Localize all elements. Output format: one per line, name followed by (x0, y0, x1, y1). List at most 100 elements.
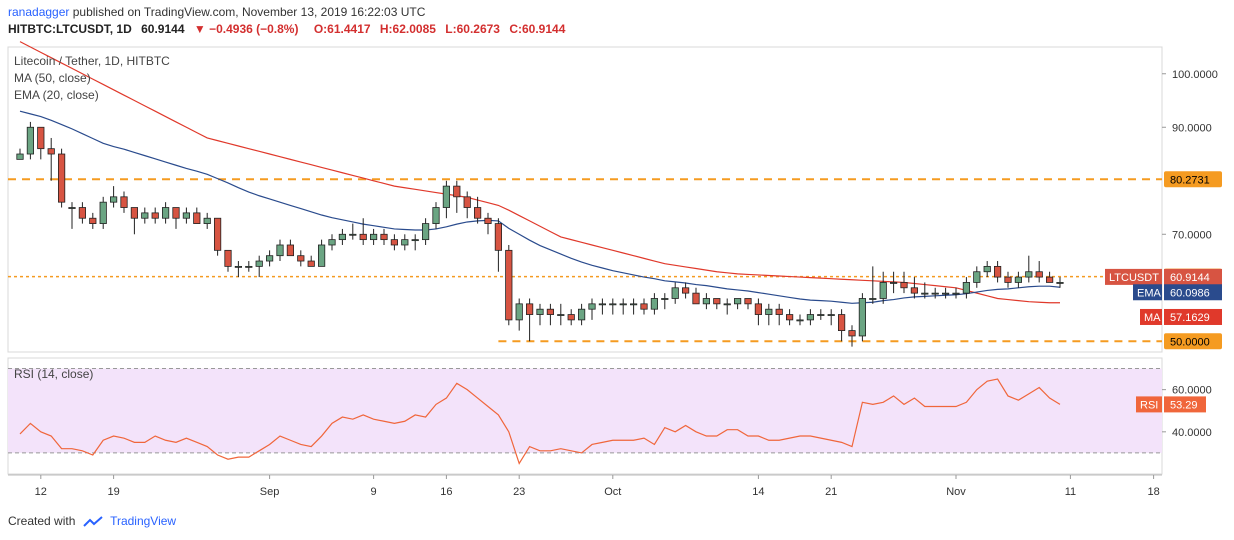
candle-body[interactable] (827, 314, 835, 316)
candle-body[interactable] (484, 217, 492, 224)
candle-body[interactable] (380, 233, 388, 241)
candle-body[interactable] (182, 212, 190, 219)
candle-body[interactable] (786, 314, 794, 321)
candle-body[interactable] (838, 314, 846, 331)
candle-body[interactable] (432, 207, 440, 224)
candle-body[interactable] (255, 260, 263, 267)
candle-body[interactable] (661, 298, 669, 300)
candle-body[interactable] (650, 298, 659, 310)
candle-body[interactable] (609, 303, 617, 306)
candle-body[interactable] (120, 196, 128, 208)
candle-body[interactable] (161, 207, 170, 219)
candle-body[interactable] (931, 292, 939, 295)
candle-body[interactable] (890, 282, 898, 284)
candle-body[interactable] (193, 212, 201, 224)
candle-body[interactable] (734, 298, 742, 305)
candle-body[interactable] (817, 314, 825, 316)
candle-body[interactable] (58, 153, 66, 203)
candle-body[interactable] (671, 287, 679, 299)
candle-body[interactable] (16, 153, 24, 160)
candle-body[interactable] (68, 207, 76, 209)
candle-body[interactable] (640, 303, 648, 310)
candle-body[interactable] (505, 249, 513, 321)
candle-body[interactable] (276, 244, 284, 257)
candle-body[interactable] (848, 330, 856, 337)
candle-body[interactable] (151, 212, 159, 219)
candle-body[interactable] (172, 207, 180, 219)
candle-body[interactable] (942, 292, 950, 295)
candle-body[interactable] (526, 303, 534, 315)
candle-body[interactable] (754, 303, 763, 315)
tradingview-link[interactable]: TradingView (110, 514, 177, 528)
candle-body[interactable] (536, 308, 544, 315)
candle-body[interactable] (307, 260, 315, 267)
candle-body[interactable] (442, 185, 451, 208)
candle-body[interactable] (453, 185, 461, 198)
candle-body[interactable] (1035, 271, 1043, 278)
candle-body[interactable] (213, 217, 222, 251)
candle-body[interactable] (265, 255, 274, 262)
candle-body[interactable] (994, 265, 1002, 278)
candle-body[interactable] (765, 308, 773, 315)
candle-body[interactable] (130, 207, 138, 219)
candle-body[interactable] (630, 303, 638, 306)
candle-body[interactable] (47, 148, 55, 155)
candle-body[interactable] (297, 255, 305, 262)
candle-body[interactable] (983, 265, 991, 273)
candle-body[interactable] (952, 292, 960, 295)
candle-body[interactable] (349, 233, 357, 236)
candle-body[interactable] (702, 298, 711, 305)
candle-body[interactable] (692, 292, 700, 305)
candle-body[interactable] (26, 126, 35, 155)
candle-body[interactable] (962, 282, 971, 294)
candle-body[interactable] (78, 207, 86, 219)
candle-body[interactable] (723, 303, 731, 306)
candle-body[interactable] (806, 314, 815, 321)
ma-legend[interactable]: MA (50, close) (14, 71, 91, 85)
candle-body[interactable] (110, 196, 118, 203)
candle-body[interactable] (588, 303, 596, 310)
candle-body[interactable] (411, 239, 419, 242)
candle-body[interactable] (1046, 276, 1054, 283)
candle-body[interactable] (879, 282, 887, 299)
candle-body[interactable] (796, 319, 804, 322)
candle-body[interactable] (473, 207, 482, 219)
candle-body[interactable] (921, 292, 929, 295)
candle-body[interactable] (463, 196, 471, 208)
candle-body[interactable] (713, 298, 721, 305)
candle-body[interactable] (317, 244, 326, 267)
candle-body[interactable] (369, 233, 378, 241)
candle-body[interactable] (744, 298, 752, 305)
candle-body[interactable] (224, 249, 232, 267)
candle-body[interactable] (359, 233, 367, 241)
candle-body[interactable] (567, 314, 575, 321)
price-chart[interactable]: 100.0000 90.0000 70.0000 60.0000 40.0000 12 19… (0, 0, 1234, 510)
candle-body[interactable] (286, 244, 295, 257)
candle-body[interactable] (858, 298, 867, 337)
candle-body[interactable] (338, 233, 347, 241)
candle-body[interactable] (390, 239, 399, 246)
candle-body[interactable] (494, 223, 503, 251)
candle-body[interactable] (515, 303, 523, 321)
candle-body[interactable] (421, 223, 430, 241)
candle-body[interactable] (910, 287, 919, 294)
candle-body[interactable] (578, 308, 586, 321)
candle-body[interactable] (141, 212, 149, 219)
candle-body[interactable] (1014, 276, 1023, 283)
candle-body[interactable] (1056, 282, 1064, 284)
candle-body[interactable] (37, 126, 45, 150)
candle-body[interactable] (619, 303, 627, 306)
candle-body[interactable] (557, 314, 565, 316)
candle-body[interactable] (99, 201, 107, 224)
candle-body[interactable] (775, 308, 783, 315)
candle-body[interactable] (869, 298, 877, 300)
candle-body[interactable] (89, 217, 97, 224)
candle-body[interactable] (546, 308, 555, 315)
rsi-legend[interactable]: RSI (14, close) (14, 367, 94, 381)
candle-body[interactable] (234, 265, 242, 268)
author-link[interactable]: ranadagger (8, 5, 70, 19)
candle-body[interactable] (973, 271, 981, 283)
candle-body[interactable] (682, 287, 690, 294)
candle-body[interactable] (1004, 276, 1012, 283)
ema-legend[interactable]: EMA (20, close) (14, 88, 99, 102)
